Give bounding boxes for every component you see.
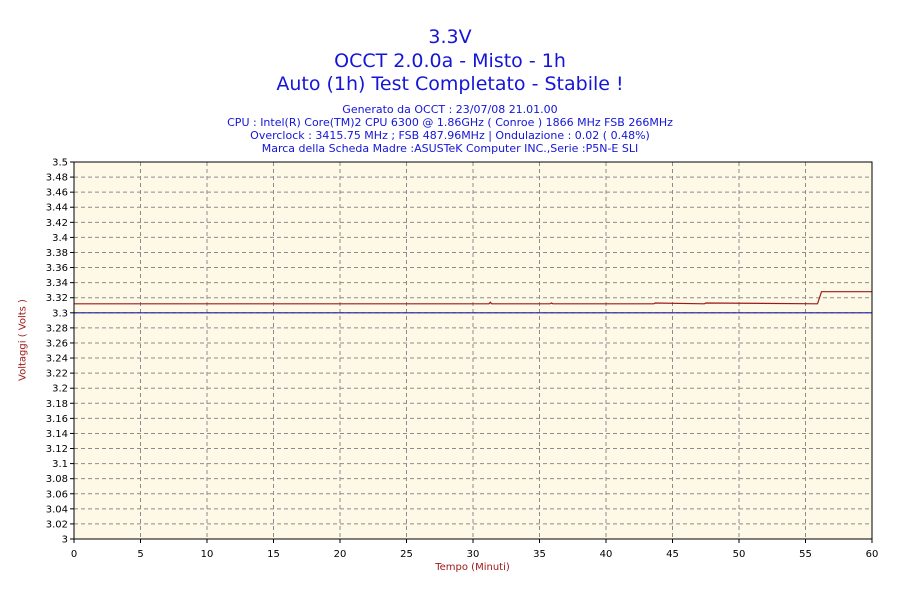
y-tick-label: 3.14 <box>46 429 68 440</box>
y-tick-label: 3.18 <box>46 399 68 410</box>
y-tick-label: 3.48 <box>46 173 68 184</box>
y-tick-label: 3.02 <box>46 519 68 530</box>
plot-border <box>73 161 873 540</box>
y-tick-label: 3 <box>62 535 68 546</box>
y-tick-label: 3.38 <box>46 248 68 259</box>
y-tick-label: 3.2 <box>52 384 68 395</box>
y-tick-label: 3.5 <box>52 158 68 169</box>
y-tick-label: 3.16 <box>46 414 68 425</box>
x-tick-label: 30 <box>467 549 480 560</box>
info-cpu: CPU : Intel(R) Core(TM)2 CPU 6300 @ 1.86… <box>227 116 673 129</box>
plot-area <box>74 162 872 539</box>
x-tick-label: 5 <box>137 549 143 560</box>
info-motherboard: Marca della Scheda Madre :ASUSTeK Comput… <box>261 142 639 155</box>
x-tick-label: 10 <box>201 549 214 560</box>
y-tick-label: 3.46 <box>46 188 68 199</box>
y-tick-label: 3.28 <box>46 323 68 334</box>
x-tick-label: 60 <box>866 549 879 560</box>
y-tick-label: 3.36 <box>46 263 68 274</box>
chart-title: 3.3V <box>428 26 472 48</box>
y-tick-label: 3.32 <box>46 293 68 304</box>
chart-subtitle-test: OCCT 2.0.0a - Misto - 1h <box>334 50 566 72</box>
y-tick-label: 3.06 <box>46 489 68 500</box>
y-tick-label: 3.04 <box>46 504 68 515</box>
x-tick-label: 35 <box>533 549 546 560</box>
y-tick-label: 3.26 <box>46 338 68 349</box>
y-tick-label: 3.24 <box>46 354 68 365</box>
y-tick-label: 3.22 <box>46 369 68 380</box>
y-axis-label: Voltaggi ( Volts ) <box>17 299 29 381</box>
info-generated: Generato da OCCT : 23/07/08 21.01.00 <box>342 103 558 116</box>
y-tick-label: 3.44 <box>46 203 68 214</box>
x-tick-label: 50 <box>733 549 746 560</box>
x-tick-label: 45 <box>666 549 679 560</box>
y-tick-label: 3.08 <box>46 474 68 485</box>
info-overclock: Overclock : 3415.75 MHz ; FSB 487.96MHz … <box>250 129 650 142</box>
y-tick-label: 3.42 <box>46 218 68 229</box>
x-axis-label: Tempo (Minuti) <box>435 562 510 573</box>
y-tick-label: 3.1 <box>52 459 68 470</box>
x-tick-label: 0 <box>71 549 77 560</box>
x-tick-label: 15 <box>267 549 280 560</box>
y-tick-label: 3.34 <box>46 278 68 289</box>
x-tick-label: 20 <box>334 549 347 560</box>
x-tick-label: 25 <box>400 549 413 560</box>
chart-subtitle-status: Auto (1h) Test Completato - Stabile ! <box>276 73 624 95</box>
x-tick-label: 40 <box>600 549 613 560</box>
y-tick-label: 3.4 <box>52 233 68 244</box>
y-tick-label: 3.12 <box>46 444 68 455</box>
measured-voltage-line <box>74 291 872 305</box>
y-tick-label: 3.3 <box>52 308 68 319</box>
x-tick-label: 55 <box>799 549 812 560</box>
